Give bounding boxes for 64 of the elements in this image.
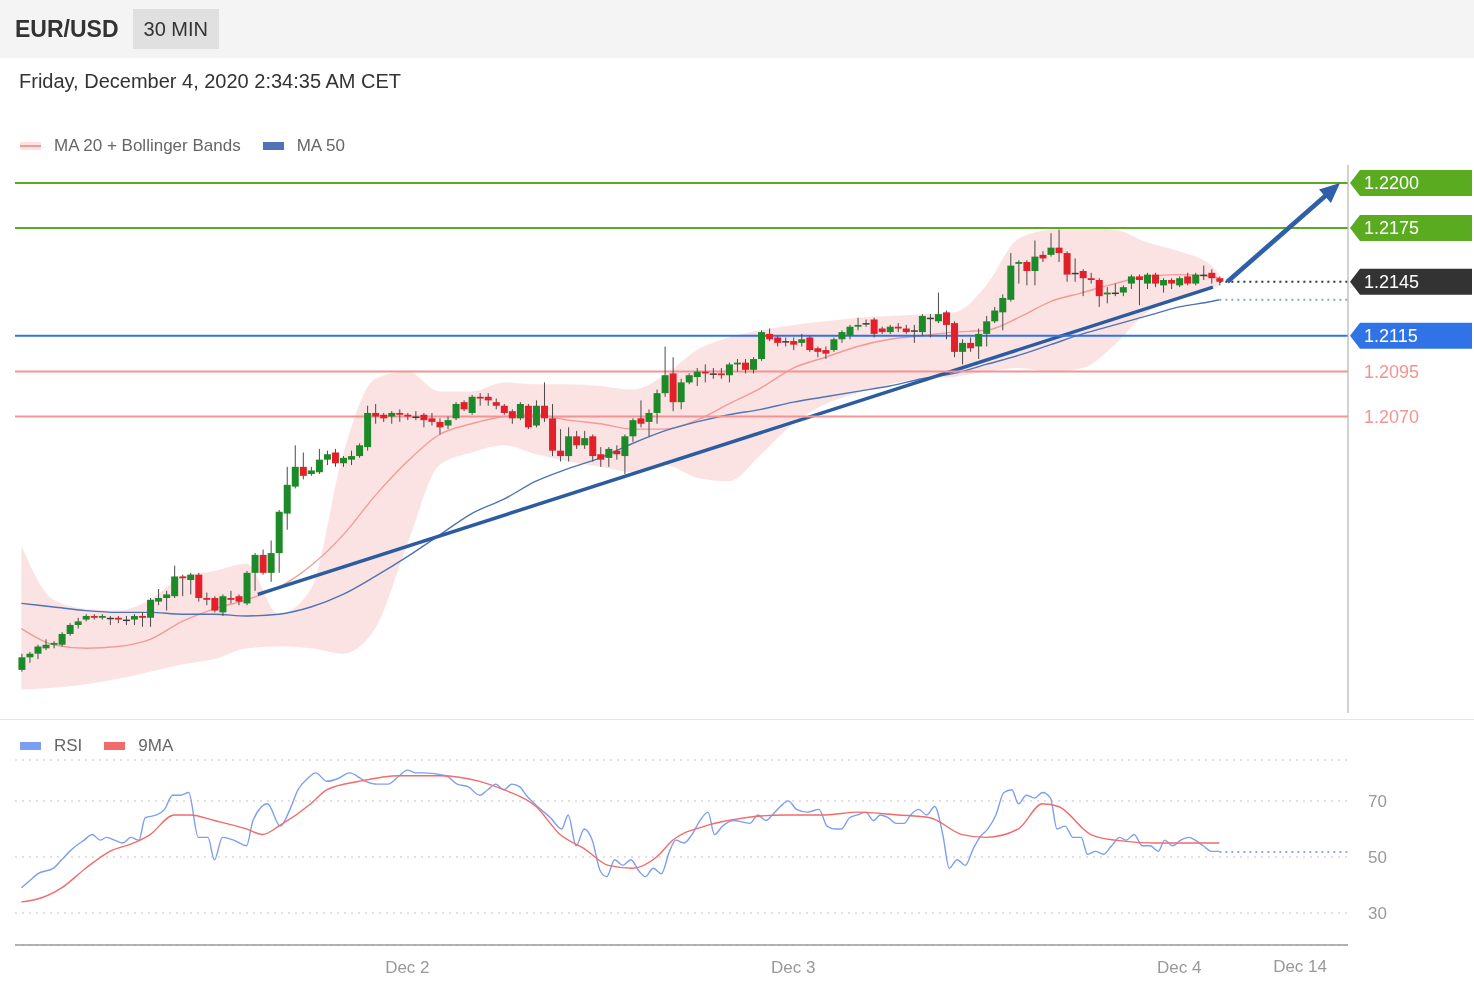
candlestick — [1135, 274, 1143, 306]
candlestick — [468, 394, 476, 416]
candlestick — [645, 408, 653, 437]
candlestick — [661, 345, 669, 398]
chart-title: EUR/USD — [15, 15, 119, 43]
legend-label: MA 20 + Bollinger Bands — [54, 135, 241, 157]
candlestick — [1015, 259, 1023, 285]
candlestick — [267, 540, 275, 583]
text: 30 MIN — [132, 9, 219, 49]
candlestick — [934, 292, 942, 324]
candlestick — [1031, 239, 1039, 286]
candlestick — [139, 611, 147, 628]
candlestick — [1095, 277, 1103, 308]
candlestick — [524, 403, 532, 430]
x-tick-label: Dec 2 — [385, 958, 430, 978]
candlestick — [259, 549, 267, 576]
candlestick — [605, 446, 613, 468]
candlestick — [179, 574, 187, 597]
candlestick — [532, 399, 540, 428]
candlestick — [1055, 229, 1063, 263]
candlestick — [565, 426, 573, 462]
candlestick — [629, 417, 637, 443]
candlestick — [444, 416, 452, 430]
text: Dec 14 — [1273, 957, 1327, 977]
y-tick-label: 50 — [1368, 848, 1387, 868]
ref-line-label: 1.2070 — [1364, 406, 1420, 427]
candlestick — [677, 378, 685, 410]
x-tick-label: Dec 4 — [1156, 958, 1202, 978]
x-tick-label: Dec 3 — [771, 958, 816, 978]
candlestick — [195, 572, 203, 603]
candlestick — [299, 451, 307, 480]
candlestick — [725, 362, 733, 383]
candlestick — [1063, 250, 1071, 283]
candlestick — [557, 428, 565, 462]
candlestick — [838, 329, 846, 344]
candlestick — [436, 417, 444, 436]
legend-label: RSI — [54, 735, 83, 757]
candlestick — [975, 328, 983, 360]
candlestick — [1079, 268, 1087, 297]
candlestick — [34, 644, 42, 660]
candlestick — [983, 315, 991, 347]
candlestick — [251, 552, 259, 592]
candlestick — [541, 381, 548, 423]
candlestick — [1047, 232, 1055, 258]
ref-line-label: 1.2145 — [1364, 271, 1420, 292]
ref-line-label: 1.2200 — [1364, 172, 1420, 193]
candlestick — [653, 389, 661, 425]
candlestick — [918, 313, 926, 337]
candlestick — [621, 434, 629, 475]
y-tick-label: 70 — [1368, 791, 1387, 811]
ref-line-label: 1.2115 — [1364, 325, 1418, 346]
legend-label: 9MA — [138, 735, 174, 757]
chart-subtitle: Friday, December 4, 2020 2:34:35 AM CET — [19, 69, 402, 93]
candlestick — [187, 572, 195, 595]
candlestick — [959, 338, 967, 365]
ref-line-label: 1.2175 — [1364, 217, 1420, 238]
ref-line-label: 1.2095 — [1364, 361, 1420, 382]
candlestick — [637, 399, 645, 428]
legend-label: MA 50 — [296, 135, 345, 157]
y-tick-label: 30 — [1368, 904, 1387, 924]
candlestick — [854, 317, 862, 331]
candlestick — [862, 319, 870, 328]
candlestick — [219, 593, 227, 617]
candlestick — [1023, 259, 1031, 286]
